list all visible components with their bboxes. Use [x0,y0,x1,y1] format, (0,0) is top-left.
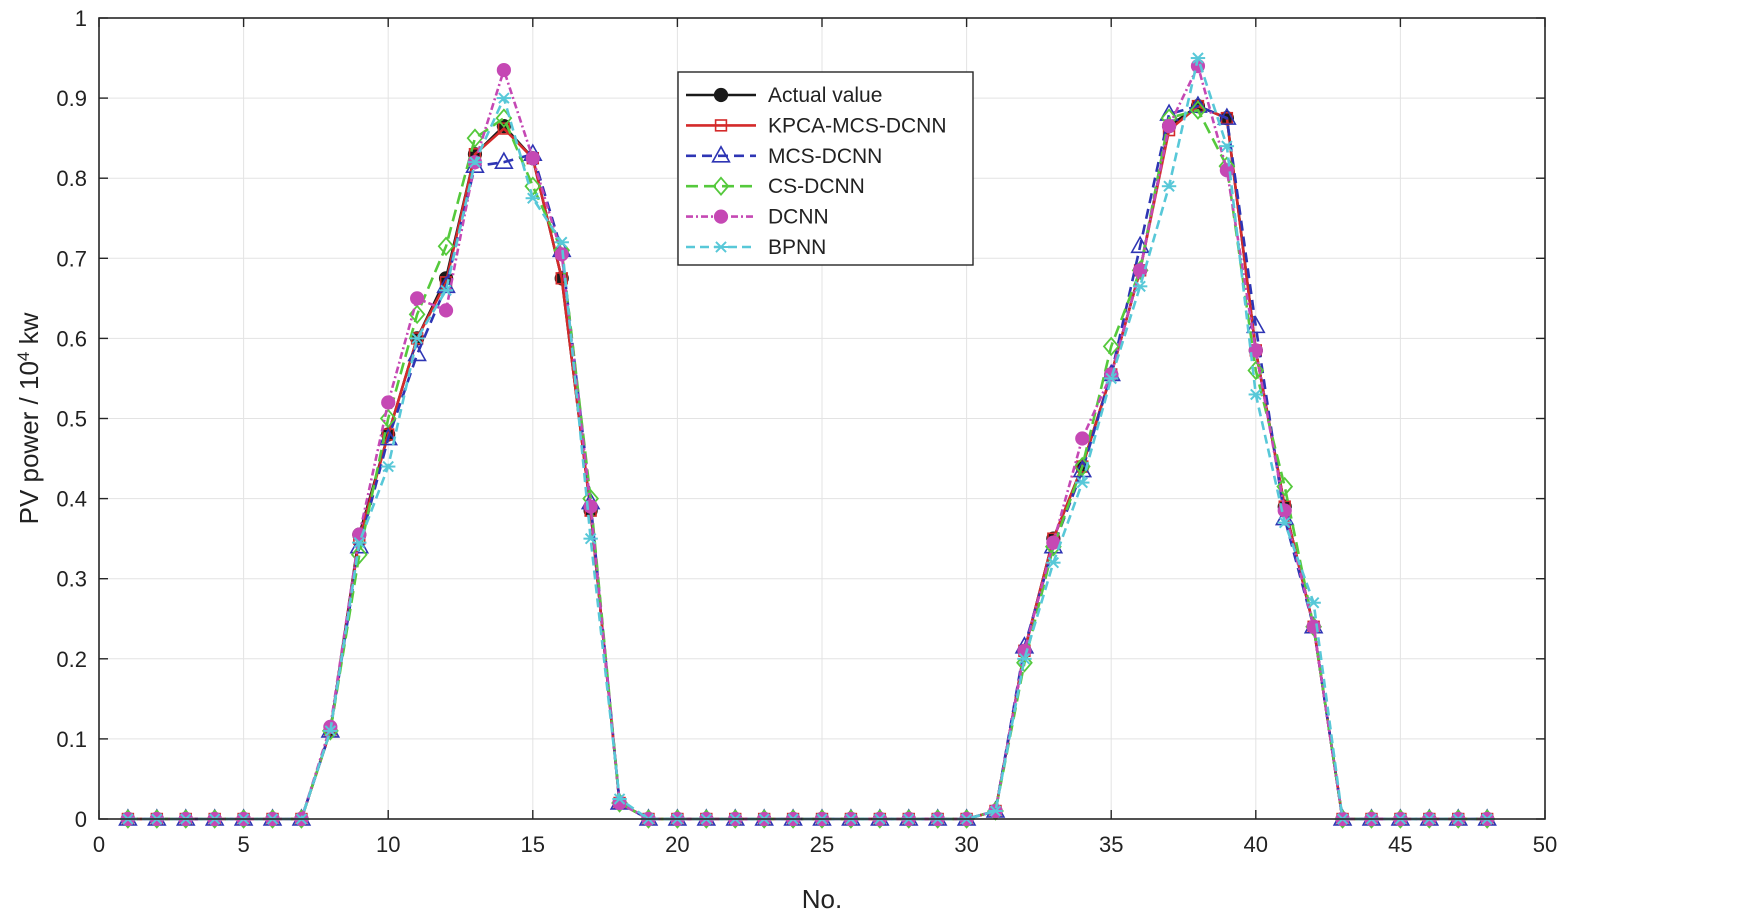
data-point-bpnn-c [584,532,597,545]
data-point-bpnn-c [1221,140,1233,152]
x-axis-label: No. [802,884,842,913]
data-point-dcnn [410,291,425,306]
data-point-dcnn [1075,431,1090,446]
x-tick-label: 15 [521,832,545,857]
y-tick-label: 0 [75,807,87,832]
x-tick-label: 35 [1099,832,1123,857]
legend-label-actual-value: Actual value [768,84,882,107]
data-point-bpnn-c [527,192,539,204]
x-tick-label: 45 [1388,832,1412,857]
data-point-bpnn-c [1192,52,1204,64]
x-tick-label: 50 [1533,832,1557,857]
data-point-bpnn-c [1250,388,1262,401]
y-tick-label: 0.4 [56,487,87,512]
x-tick-label: 5 [237,832,249,857]
y-axis-label-exponent: 4 [14,352,33,361]
x-tick-label: 25 [810,832,834,857]
data-point-cs-dcnn [1016,653,1033,673]
y-tick-label: 0.3 [56,567,87,592]
y-tick-label: 0.2 [56,647,87,672]
data-point-dcnn [1133,263,1148,278]
y-tick-label: 0.8 [56,166,87,191]
data-point-cs-dcnn [1247,360,1265,381]
legend-marker-dcnn [713,209,729,224]
data-point-bpnn-c [324,725,337,737]
data-point-bpnn-c [469,156,481,168]
y-axis-label-prefix: PV power / 10 [14,361,44,524]
x-tick-label: 30 [954,832,978,857]
y-axis-label-suffix: kw [14,312,44,351]
data-point-dcnn [525,151,540,166]
y-tick-label: 0.9 [56,86,87,111]
data-point-mcs-dcnn [494,151,514,169]
data-point-cs-dcnn [1189,100,1207,120]
data-point-cs-dcnn [437,236,455,257]
data-point-dcnn [1161,119,1177,134]
data-point-bpnn-c [555,236,568,249]
y-tick-label: 0.6 [56,326,87,351]
data-point-mcs-dcnn [1217,107,1237,125]
legend-marker-actual-value [713,87,729,103]
y-tick-label: 1 [75,6,87,31]
data-point-bpnn-c [1134,280,1146,293]
data-point-cs-dcnn [1102,336,1120,357]
data-point-bpnn-c [440,284,452,297]
data-point-bpnn-c [382,460,394,473]
plot-frame [98,17,1546,820]
data-point-bpnn-c [1076,476,1089,489]
legend-box [677,71,974,266]
x-tick-label: 10 [376,832,400,857]
legend-label-mcs-dcnn: MCS-DCNN [768,145,882,168]
data-point-cs-dcnn [379,408,397,429]
legend-marker-bpnn-c [715,241,727,253]
data-point-dcnn [496,62,511,78]
legend-label-bpnn: BPNN [768,236,826,259]
y-tick-label: 0.7 [56,246,87,271]
data-point-bpnn-c [989,805,1002,817]
legend-label-kpca-mcs-dcnn: KPCA-MCS-DCNN [768,114,947,137]
y-axis-label: PV power / 104 kw [14,312,45,524]
data-point-bpnn-c [1105,372,1117,385]
data-point-cs-dcnn [1276,476,1294,497]
data-point-bpnn-c [411,332,423,345]
data-point-bpnn-c [1018,653,1031,665]
data-point-dcnn [438,303,454,318]
data-point-bpnn-c [613,793,626,805]
x-axis-ticks: 0 5 10 15 20 25 30 35 40 45 50 [93,18,1557,857]
y-tick-label: 0.5 [56,407,87,432]
data-point-cs-dcnn [350,544,368,565]
legend-marker-cs-dcnn [712,176,730,196]
data-point-dcnn [1248,343,1263,358]
data-point-bpnn-c [498,92,510,104]
data-point-bpnn-c [353,536,366,549]
legend-label-cs-dcnn: CS-DCNN [768,175,865,198]
data-point-bpnn-c [1307,596,1320,609]
data-point-cs-dcnn [466,128,484,148]
data-point-dcnn [381,395,396,410]
data-point-bpnn-c [1278,516,1291,529]
data-point-mcs-dcnn [349,536,370,554]
x-tick-label: 0 [93,832,105,857]
legend-marker-mcs-dcnn [711,145,731,163]
data-point-bpnn-c [1163,180,1175,192]
y-tick-label: 0.1 [56,727,87,752]
data-point-bpnn-c [1047,556,1060,569]
legend: Actual value KPCA-MCS-DCNN MCS-DCNN CS-DCNN… [677,71,974,266]
legend-marker-kpca-mcs-dcnn [714,119,728,132]
x-tick-label: 40 [1244,832,1268,857]
y-axis-ticks: 0 0.1 0.2 0.3 0.4 0.5 0.6 0.7 0.8 0.9 1 [56,6,1545,832]
legend-label-dcnn: DCNN [768,206,829,229]
x-tick-label: 20 [665,832,689,857]
data-point-mcs-dcnn [407,343,427,362]
data-point-kpca-mcs-dcnn [555,272,568,285]
